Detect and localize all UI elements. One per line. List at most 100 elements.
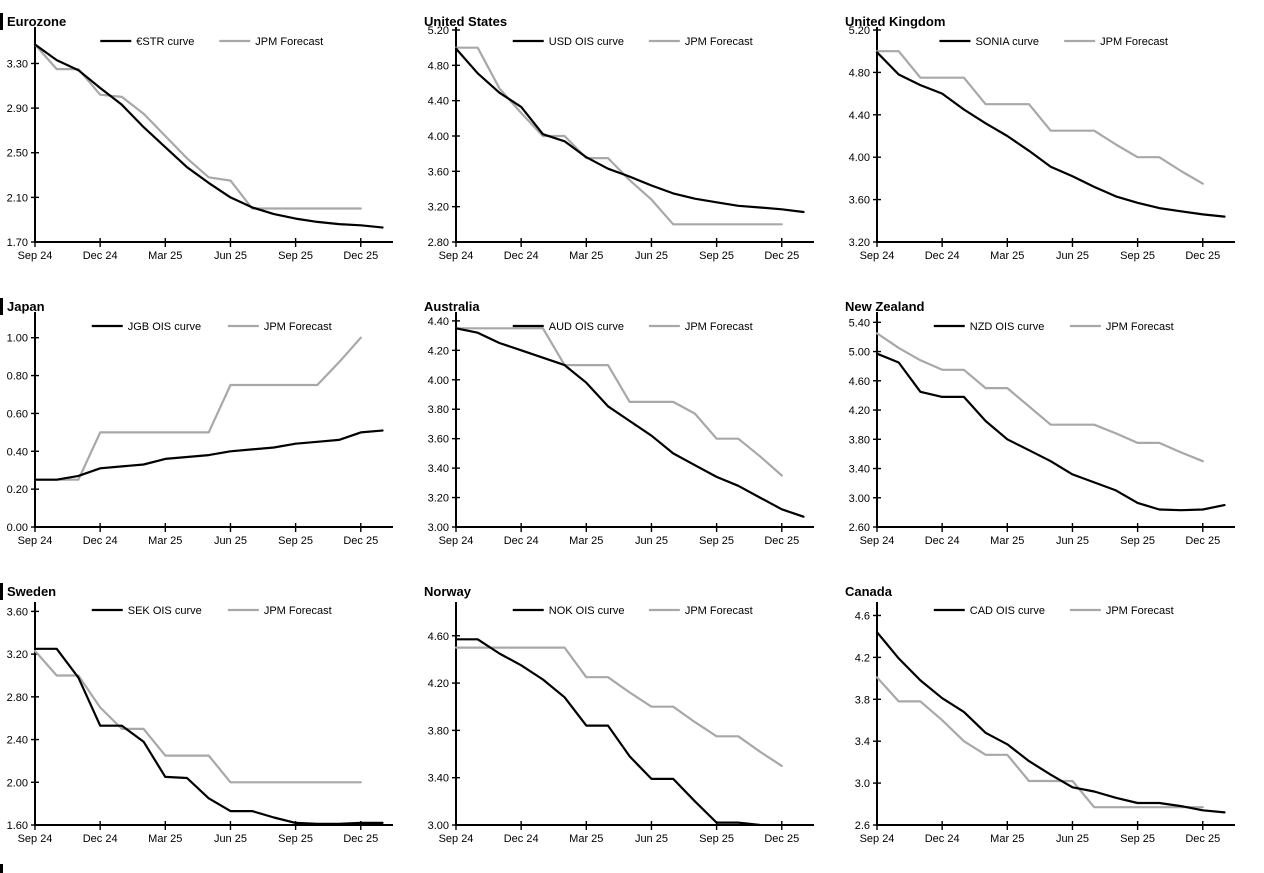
y-axis-label: 3.40 [428,773,449,785]
x-axis-label: Sep 24 [860,250,895,262]
x-axis-label: Sep 25 [699,833,734,845]
chart-title-new-zealand: New Zealand [845,299,925,314]
x-axis-label: Sep 25 [699,250,734,262]
forecast-line [875,332,1204,463]
legend-label: JPM Forecast [1100,36,1168,48]
legend-label: CAD OIS curve [970,605,1045,617]
chart-panel-united-states: United States 5.20 4.80 4.40 4.00 3.60 3.20 2.… [421,0,842,285]
x-axis-label: Mar 25 [569,535,603,547]
x-axis-label: Mar 25 [148,833,182,845]
y-axis-label: 3.20 [428,493,449,505]
market-curve-line [454,327,805,518]
y-axis-label: 2.80 [7,692,28,704]
x-axis-label: Dec 25 [343,250,378,262]
x-axis-label: Dec 25 [764,833,799,845]
market-curve-line [33,647,384,825]
y-axis-label: 2.50 [7,148,28,160]
y-axis-label: 1.00 [7,333,28,345]
y-axis-label: 2.10 [7,192,28,204]
y-axis-label: 5.20 [849,25,870,37]
x-axis-label: Dec 24 [925,535,960,547]
x-axis-label: Dec 24 [83,250,118,262]
y-axis-label: 4.40 [428,316,449,328]
chart-panel-eurozone: Eurozone 3.30 2.90 2.50 2.10 1.70 Sep 24 Dec 2… [0,0,421,285]
chart-title-eurozone: Eurozone [0,13,66,30]
x-axis-label: Dec 24 [925,833,960,845]
forecast-line [33,43,362,210]
chart-title-norway: Norway [424,584,471,599]
page-edge-mark [0,864,3,873]
x-axis-label: Dec 25 [343,833,378,845]
y-axis-label: 0.60 [7,408,28,420]
legend-label: JPM Forecast [1106,605,1174,617]
y-axis-label: 5.40 [849,317,870,329]
y-axis-label: 4.00 [428,131,449,143]
forecast-line [454,46,783,226]
x-axis-label: Dec 25 [1185,535,1220,547]
y-axis-label: 5.20 [428,25,449,37]
y-axis-label: 3.80 [428,725,449,737]
chart-title-united-kingdom: United Kingdom [845,14,946,29]
x-axis-label: Jun 25 [635,250,668,262]
x-axis-label: Sep 24 [439,833,474,845]
x-axis-label: Mar 25 [569,833,603,845]
chart-title-sweden: Sweden [0,583,56,600]
y-axis-label: 3.40 [849,464,870,476]
y-axis-label: 4.80 [428,60,449,72]
x-axis-label: Jun 25 [214,250,247,262]
y-axis-label: 3.20 [849,237,870,249]
x-axis-label: Sep 24 [18,250,53,262]
y-axis-label: 3.20 [428,202,449,214]
chart-panel-australia: Australia 4.40 4.20 4.00 3.80 3.60 3.40 3.20 3.… [421,285,842,570]
market-curve-line [875,51,1226,218]
y-axis-label: 0.20 [7,484,28,496]
y-axis-label: 2.80 [428,237,449,249]
y-axis-label: 4.20 [428,345,449,357]
chart-title-united-states: United States [424,14,508,29]
y-axis-label: 3.60 [428,166,449,178]
y-axis-label: 3.0 [855,778,870,790]
y-axis-label: 3.8 [855,694,870,706]
forecast-line [33,649,362,784]
forecast-line [33,336,362,481]
forecast-line [454,646,783,767]
y-axis-label: 5.00 [849,347,870,359]
x-axis-label: Jun 25 [1056,250,1089,262]
y-axis-label: 4.60 [849,376,870,388]
x-axis-label: Sep 25 [1120,833,1155,845]
x-axis-label: Dec 25 [764,535,799,547]
market-curve-line [33,429,384,481]
y-axis-label: 3.60 [428,434,449,446]
x-axis-label: Sep 24 [860,535,895,547]
market-curve-line [875,352,1226,512]
chart-title-australia: Australia [424,299,480,314]
y-axis-label: 0.00 [7,522,28,534]
x-axis-label: Dec 25 [1185,833,1220,845]
y-axis-label: 0.80 [7,371,28,383]
x-axis-label: Mar 25 [148,250,182,262]
y-axis-label: 3.80 [428,404,449,416]
x-axis-label: Jun 25 [214,833,247,845]
x-axis-label: Sep 25 [278,250,313,262]
y-axis-label: 3.60 [7,606,28,618]
market-curve-line [454,638,762,827]
legend-label: JPM Forecast [255,36,323,48]
x-axis-label: Dec 24 [83,535,118,547]
y-axis-label: 3.60 [849,195,870,207]
forecast-line [875,50,1204,185]
x-axis-label: Sep 25 [278,833,313,845]
y-axis-label: 2.6 [855,820,870,832]
chart-panel-united-kingdom: United Kingdom 5.20 4.80 4.40 4.00 3.60 3.20 S… [842,0,1264,285]
y-axis-label: 3.30 [7,58,28,70]
x-axis-label: Sep 24 [860,833,895,845]
legend-label: NOK OIS curve [549,605,625,617]
legend-label: SEK OIS curve [128,605,202,617]
x-axis-label: Mar 25 [148,535,182,547]
y-axis-label: 3.40 [428,463,449,475]
